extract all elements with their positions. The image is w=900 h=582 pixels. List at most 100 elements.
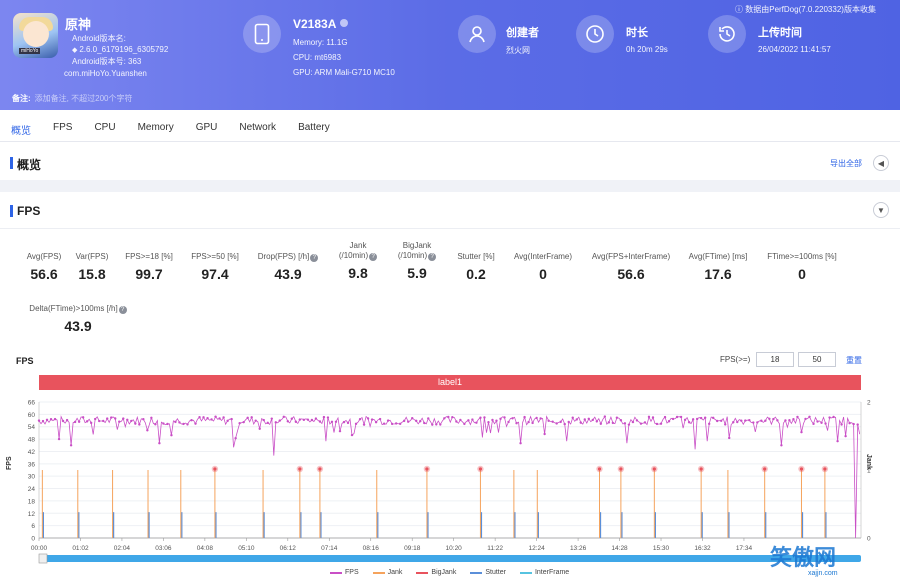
fps-point <box>190 419 193 422</box>
fps-point <box>772 417 775 421</box>
fps-point <box>170 434 173 437</box>
reset-button[interactable]: 重置 <box>846 356 862 365</box>
section-divider <box>0 180 900 192</box>
device-gpu: GPU: ARM Mali-G710 MC10 <box>293 68 395 77</box>
bigjank-mark <box>425 467 429 471</box>
legend-item[interactable]: BigJank <box>416 569 456 576</box>
x-tick-label: 12:24 <box>528 545 545 552</box>
fps-point <box>567 420 570 424</box>
legend-item[interactable]: Jank <box>372 569 402 576</box>
fps-point <box>326 416 330 419</box>
fps-point <box>342 420 346 424</box>
fps-point <box>852 422 855 426</box>
info-icon[interactable] <box>340 19 349 27</box>
tab-overview[interactable]: 概览 <box>11 126 31 137</box>
x-tick-label: 08:16 <box>363 545 380 552</box>
fps-point <box>194 422 197 425</box>
fps-point <box>122 417 125 420</box>
fps-point <box>459 418 462 422</box>
fps-point <box>655 422 659 426</box>
fps-point <box>234 436 237 440</box>
fps-low-input[interactable]: 18 <box>756 352 794 367</box>
tab-memory[interactable]: Memory <box>137 122 174 133</box>
bigjank-mark <box>799 467 804 471</box>
tab-cpu[interactable]: CPU <box>94 122 116 133</box>
tab-bar: 概览 FPS CPU Memory GPU Network Battery <box>0 112 900 142</box>
help-icon[interactable]: ? <box>118 306 127 314</box>
legend-item[interactable]: FPS <box>330 569 359 576</box>
help-icon[interactable]: ? <box>428 253 437 261</box>
bigjank-mark <box>763 467 767 471</box>
legend-label: FPS <box>345 569 359 576</box>
history-icon <box>708 15 746 53</box>
fps-point <box>258 427 261 430</box>
tab-network[interactable]: Network <box>239 122 277 133</box>
fps-point <box>475 421 478 424</box>
x-tick-label: 14:28 <box>611 545 628 552</box>
metric-jank: Jank (/10min)? 9.8 <box>332 241 384 281</box>
collapse-left-icon[interactable]: ◀ <box>873 155 889 171</box>
fps-point <box>740 419 743 422</box>
metric-fps-50: FPS>=50 [%] 97.4 <box>191 252 239 282</box>
note-row[interactable]: 备注: 添加备注, 不超过200个字符 <box>12 93 132 104</box>
fps-point <box>390 422 394 426</box>
x-tick-label: 13:26 <box>570 545 587 552</box>
fps-point <box>182 422 185 426</box>
fps-point <box>832 415 835 419</box>
bigjank-mark <box>213 467 217 471</box>
legend-item[interactable]: InterFrame <box>519 569 569 576</box>
fps-point <box>675 415 679 419</box>
x-tick-label: 06:12 <box>280 545 297 552</box>
fps-point <box>816 420 819 423</box>
y-tick-label: 0 <box>31 536 35 543</box>
fps-point <box>238 421 241 425</box>
section-title: FPS <box>17 204 41 218</box>
help-icon[interactable]: ? <box>369 253 378 261</box>
fps-point <box>222 416 225 419</box>
fps-point <box>254 419 257 422</box>
fps-high-input[interactable]: 50 <box>798 352 836 367</box>
fps-point <box>378 417 382 421</box>
tab-battery[interactable]: Battery <box>298 122 330 133</box>
metric-bigjank: BigJank (/10min)? 5.9 <box>390 241 444 281</box>
label-bar[interactable]: label1 <box>39 375 861 390</box>
fps-point <box>583 418 586 421</box>
fps-point <box>479 416 482 419</box>
y-tick-label: 36 <box>28 461 36 468</box>
fps-point <box>186 423 189 426</box>
fps-point <box>97 419 101 423</box>
chevron-down-icon[interactable]: ▼ <box>873 202 889 218</box>
tab-fps[interactable]: FPS <box>53 122 73 133</box>
fps-point <box>266 421 269 425</box>
y-tick-label: 24 <box>28 486 36 493</box>
fps-point <box>53 417 57 421</box>
y-tick-label: 18 <box>28 498 36 505</box>
fps-point <box>667 420 671 423</box>
note-input[interactable]: 添加备注, 不超过200个字符 <box>34 94 133 103</box>
fps-point <box>142 418 145 421</box>
clock-icon <box>576 15 614 53</box>
fps-point <box>45 418 49 422</box>
tab-gpu[interactable]: GPU <box>195 122 218 133</box>
fps-point <box>202 416 205 419</box>
fps-point <box>699 416 703 420</box>
y-tick-label: 48 <box>28 437 36 444</box>
bigjank-mark <box>478 467 483 471</box>
fps-point <box>382 422 386 425</box>
fps-point <box>711 416 715 420</box>
legend-item[interactable]: Stutter <box>470 569 506 576</box>
bigjank-mark <box>597 467 602 471</box>
export-all-link[interactable]: 导出全部 <box>830 159 862 168</box>
fps-point <box>358 417 362 421</box>
fps-point <box>555 422 558 425</box>
fps-point <box>531 421 534 425</box>
fps-point <box>659 422 663 425</box>
help-icon[interactable]: ? <box>310 254 319 262</box>
fps-point <box>812 422 815 426</box>
fps-point <box>591 418 594 422</box>
x-tick-label: 02:04 <box>114 545 131 552</box>
fps-point <box>298 418 302 421</box>
fps-point <box>294 420 298 423</box>
fps-point <box>551 420 554 423</box>
